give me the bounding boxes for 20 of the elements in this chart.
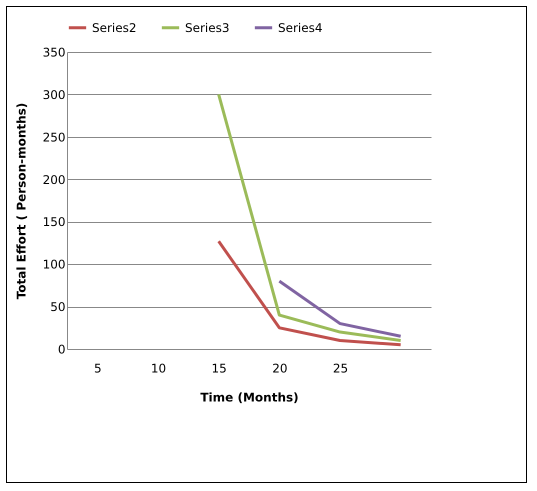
y-tick-label: 200: [42, 172, 66, 187]
y-tick-label: 100: [42, 258, 66, 272]
x-tick-label: 5: [94, 362, 102, 376]
x-axis-title: Time (Months): [200, 390, 299, 404]
legend-label: Series4: [278, 20, 323, 35]
x-tick-label: 15: [212, 362, 227, 376]
y-tick-label: 50: [50, 300, 66, 314]
legend-label: Series3: [185, 20, 230, 35]
x-tick-label: 10: [150, 362, 166, 376]
y-tick-label: 300: [42, 88, 66, 102]
legend-label: Series2: [92, 20, 137, 35]
y-tick-label: 350: [42, 46, 66, 60]
y-tick-label: 250: [42, 130, 66, 144]
y-axis-title: Total Effort ( Person-months): [14, 102, 29, 300]
y-tick-label: 150: [42, 215, 66, 230]
y-tick-label: 0: [58, 342, 66, 356]
x-tick-label: 25: [332, 362, 348, 376]
line-series: [217, 92, 402, 342]
x-tick-label: 20: [272, 362, 288, 376]
line-series: [217, 240, 402, 346]
